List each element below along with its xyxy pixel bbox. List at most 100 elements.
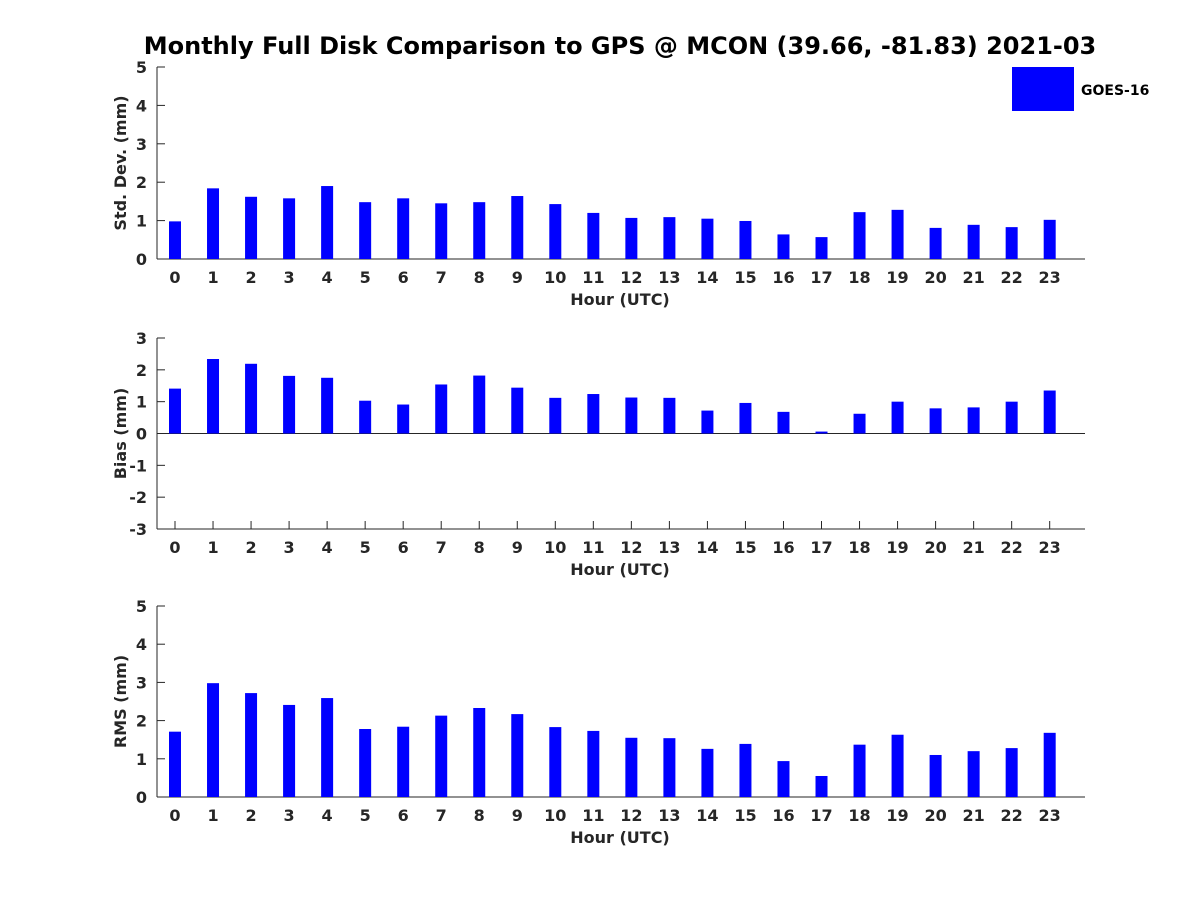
legend-label: GOES-16 [1081, 83, 1149, 99]
bar-hour-1 [207, 359, 220, 434]
x-tick-label: 20 [924, 268, 946, 287]
bar-hour-12 [625, 217, 638, 259]
x-tick-label: 22 [1001, 538, 1023, 557]
x-tick-label: 9 [512, 268, 523, 287]
x-tick-label: 2 [245, 806, 256, 825]
bar-hour-16 [777, 761, 790, 797]
y-tick-label: -2 [129, 488, 147, 507]
bar-hour-14 [701, 218, 714, 259]
bar-hour-12 [625, 737, 638, 797]
legend-swatch [1012, 67, 1074, 111]
x-tick-label: 19 [886, 806, 908, 825]
bar-hour-22 [1005, 227, 1018, 259]
bar-hour-11 [587, 730, 600, 797]
bar-hour-7 [435, 715, 448, 797]
x-tick-label: 12 [620, 538, 642, 557]
y-tick-label: 0 [136, 425, 147, 444]
bar-hour-9 [511, 387, 524, 434]
x-tick-label: 1 [207, 268, 218, 287]
y-tick-label: 1 [136, 750, 147, 769]
x-tick-label: 14 [696, 538, 718, 557]
bar-hour-20 [929, 408, 942, 434]
x-tick-label: 3 [284, 538, 295, 557]
x-tick-label: 22 [1001, 806, 1023, 825]
bar-hour-21 [967, 751, 980, 797]
y-tick-label: 0 [136, 250, 147, 269]
bar-hour-8 [473, 375, 486, 434]
x-tick-label: 6 [398, 538, 409, 557]
x-tick-label: 20 [924, 538, 946, 557]
bar-hour-3 [283, 375, 296, 434]
x-tick-label: 9 [512, 538, 523, 557]
x-tick-label: 4 [322, 806, 333, 825]
bar-hour-0 [169, 731, 181, 797]
y-tick-label: 1 [136, 393, 147, 412]
x-tick-label: 8 [474, 268, 485, 287]
bar-hour-10 [549, 397, 562, 434]
bar-hour-10 [549, 727, 562, 797]
x-tick-label: 12 [620, 268, 642, 287]
y-tick-label: 4 [136, 96, 147, 115]
x-tick-label: 11 [582, 538, 604, 557]
bar-hour-13 [663, 217, 676, 259]
bar-hour-0 [169, 221, 181, 259]
x-tick-label: 12 [620, 806, 642, 825]
bar-hour-6 [397, 198, 410, 259]
bar-hour-11 [587, 212, 600, 259]
x-tick-label: 0 [169, 806, 180, 825]
x-tick-label: 3 [284, 806, 295, 825]
x-tick-label: 21 [962, 538, 984, 557]
y-axis-label: RMS (mm) [111, 655, 130, 748]
bar-hour-4 [321, 186, 334, 259]
bar-hour-22 [1005, 748, 1018, 797]
x-tick-label: 15 [734, 538, 756, 557]
x-tick-label: 1 [207, 806, 218, 825]
x-tick-label: 16 [772, 538, 794, 557]
y-tick-label: 3 [136, 673, 147, 692]
bar-hour-5 [359, 400, 372, 434]
y-axis-label: Std. Dev. (mm) [111, 95, 130, 230]
y-tick-label: 4 [136, 635, 147, 654]
x-tick-label: 19 [886, 538, 908, 557]
bar-hour-9 [511, 714, 524, 797]
bar-hour-19 [891, 401, 904, 434]
x-tick-label: 14 [696, 806, 718, 825]
x-tick-label: 4 [322, 268, 333, 287]
y-tick-label: -3 [129, 520, 147, 539]
bar-hour-20 [929, 227, 942, 259]
x-tick-label: 6 [398, 268, 409, 287]
x-tick-label: 22 [1001, 268, 1023, 287]
chart-title: Monthly Full Disk Comparison to GPS @ MC… [144, 32, 1097, 60]
y-tick-label: 2 [136, 712, 147, 731]
x-axis-label: Hour (UTC) [570, 290, 670, 309]
x-tick-label: 21 [962, 268, 984, 287]
x-tick-label: 19 [886, 268, 908, 287]
x-tick-label: 11 [582, 268, 604, 287]
x-tick-label: 0 [169, 268, 180, 287]
x-tick-label: 21 [962, 806, 984, 825]
x-tick-label: 13 [658, 538, 680, 557]
bar-hour-18 [853, 744, 866, 797]
x-axis-label: Hour (UTC) [570, 560, 670, 579]
bar-hour-18 [853, 413, 866, 434]
bar-hour-4 [321, 377, 334, 434]
bar-hour-4 [321, 698, 334, 797]
bar-hour-16 [777, 411, 790, 434]
x-tick-label: 23 [1039, 268, 1061, 287]
x-tick-label: 16 [772, 806, 794, 825]
bar-hour-2 [245, 196, 258, 259]
bar-hour-10 [549, 204, 562, 259]
bar-hour-13 [663, 397, 676, 434]
bar-hour-14 [701, 410, 714, 434]
bar-hour-15 [739, 402, 752, 434]
y-tick-label: 2 [136, 173, 147, 192]
x-tick-label: 13 [658, 268, 680, 287]
bar-hour-17 [815, 431, 828, 434]
x-tick-label: 7 [436, 268, 447, 287]
y-tick-label: 5 [136, 597, 147, 616]
bar-hour-14 [701, 748, 714, 797]
bar-hour-7 [435, 203, 448, 259]
